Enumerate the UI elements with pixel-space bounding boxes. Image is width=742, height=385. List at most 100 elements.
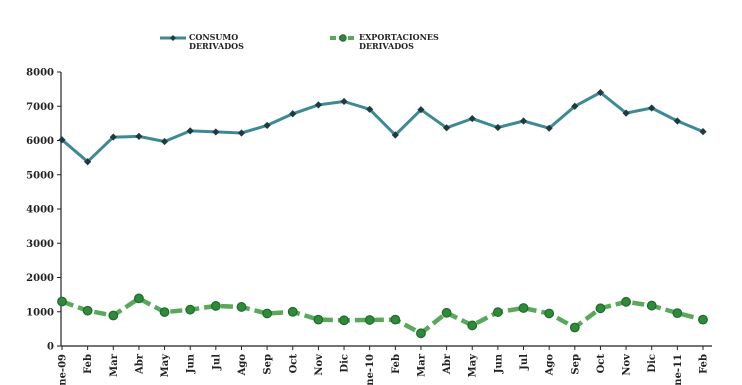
data-point [287, 306, 298, 317]
data-point [313, 314, 324, 325]
data-point [340, 97, 348, 106]
x-tick-label: ene-09 [58, 354, 69, 385]
data-point [595, 303, 606, 314]
data-point [339, 315, 349, 326]
data-point [134, 293, 144, 304]
x-tick-label: Abr [134, 353, 145, 375]
data-point [109, 133, 117, 141]
legend-label: EXPORTACIONES DERIVADOS [359, 32, 439, 51]
series-line-consumo-derivados [61, 91, 704, 164]
data-point [289, 110, 297, 118]
x-tick-label: Sep [263, 354, 274, 375]
y-tick-label: 6000 [26, 136, 54, 147]
x-tick-label: ene-11 [673, 354, 684, 385]
data-point [391, 131, 399, 139]
data-point [468, 114, 476, 123]
y-tick-label: 0 [47, 342, 54, 353]
legend: CONSUMO DERIVADOS EXPORTACIONES DERIVADOS [160, 32, 439, 51]
x-tick-label: May [468, 353, 479, 378]
data-point [58, 136, 66, 144]
x-tick-label: Feb [391, 354, 402, 374]
data-point [672, 308, 683, 319]
data-point [417, 106, 425, 114]
x-tick-label: Mar [109, 353, 120, 377]
x-tick-label: Jul [211, 354, 222, 371]
data-point [186, 127, 194, 135]
legend-marker [170, 35, 176, 41]
data-point [210, 301, 221, 311]
data-point [262, 308, 273, 319]
x-tick-label: Oct [596, 354, 607, 374]
data-point [84, 158, 92, 166]
data-point [263, 121, 271, 130]
data-point [82, 305, 93, 316]
y-tick-label: 5000 [26, 170, 54, 181]
x-tick-label: Jun [493, 353, 504, 374]
series-consumo-derivados [58, 88, 707, 166]
legend-item-consumo-derivados: CONSUMO DERIVADOS [160, 32, 244, 51]
data-point [519, 117, 528, 125]
y-tick-label: 4000 [26, 205, 54, 216]
data-point [596, 88, 605, 97]
data-point [699, 127, 707, 136]
series-group [57, 88, 708, 339]
data-point [390, 314, 401, 325]
data-point [314, 101, 322, 109]
y-tick-label: 1000 [26, 307, 54, 318]
data-point [648, 104, 656, 112]
data-point [160, 137, 169, 146]
data-point [416, 328, 426, 339]
data-point [622, 109, 630, 117]
data-point [159, 307, 170, 317]
data-point [673, 117, 681, 125]
data-point [364, 315, 375, 325]
x-tick-label: Dic [340, 354, 351, 373]
x-tick-label: Dic [647, 354, 658, 373]
x-tick-label: Sep [570, 354, 581, 375]
data-point [443, 124, 451, 132]
data-point [569, 322, 580, 333]
x-tick-label: Jun [186, 353, 197, 374]
data-point [646, 300, 657, 311]
data-point [494, 123, 502, 132]
x-tick-label: ene-10 [365, 354, 376, 385]
legend-label: CONSUMO DERIVADOS [189, 32, 244, 51]
x-tick-label: May [160, 353, 171, 378]
data-point [621, 296, 631, 307]
data-point [571, 102, 579, 110]
x-ticks: ene-09 Feb Mar Abr May Jun Jul Ago Sep Oct Nov Dic e… [58, 346, 710, 385]
x-tick-label: Abr [442, 353, 453, 375]
series-exportaciones-derivados [57, 293, 708, 339]
x-tick-label: Nov [314, 353, 325, 376]
x-tick-label: Ago [237, 354, 248, 377]
x-tick-label: Feb [699, 354, 710, 374]
x-tick-label: Oct [288, 354, 299, 374]
legend-marker [339, 34, 347, 42]
x-tick-label: Jul [519, 354, 530, 371]
data-point [212, 128, 220, 136]
data-point [236, 302, 247, 312]
x-tick-label: Ago [545, 354, 556, 377]
y-tick-label: 3000 [26, 239, 54, 250]
data-point [441, 307, 452, 318]
data-point [492, 307, 503, 317]
y-tick-label: 8000 [26, 68, 54, 79]
axes [60, 72, 712, 347]
data-point [467, 320, 478, 331]
data-point [57, 296, 67, 307]
x-tick-label: Feb [83, 354, 94, 374]
data-point [237, 129, 246, 137]
series-line-exportaciones-derivados [61, 296, 704, 336]
legend-item-exportaciones-derivados: EXPORTACIONES DERIVADOS [330, 32, 439, 51]
data-point [135, 132, 143, 140]
data-point [108, 310, 119, 321]
data-point [518, 303, 529, 313]
data-point [544, 308, 555, 319]
y-tick-label: 2000 [26, 273, 54, 284]
y-tick-label: 7000 [26, 102, 54, 113]
data-point [185, 304, 196, 315]
x-tick-label: Mar [416, 353, 427, 377]
y-ticks: 0 1000 2000 3000 4000 5000 6000 7000 8000 [26, 68, 61, 353]
data-point [366, 105, 374, 113]
